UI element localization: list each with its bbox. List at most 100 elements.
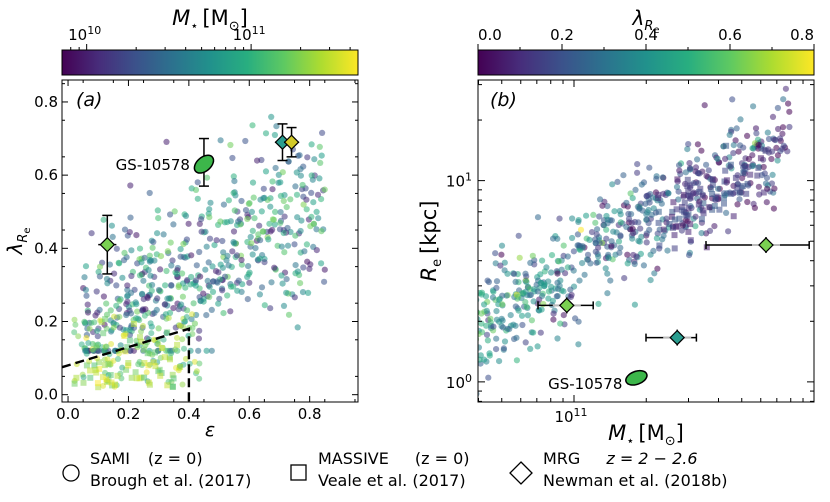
massive-point — [83, 362, 90, 369]
sami-point — [635, 237, 642, 244]
sami-point — [208, 347, 215, 354]
sami-point — [470, 356, 476, 362]
sami-point — [103, 300, 110, 307]
sami-point — [238, 256, 245, 264]
sami-point — [490, 323, 497, 330]
sami-point — [187, 281, 194, 288]
sami-point — [504, 325, 511, 332]
sami-point — [217, 218, 224, 225]
gs10578-label-a: GS-10578 — [116, 156, 190, 174]
sami-point — [303, 241, 310, 248]
sami-point — [503, 292, 510, 299]
sami-point — [560, 288, 567, 295]
colorbar-b-tick-label: 0.2 — [550, 26, 574, 44]
sami-point — [593, 231, 600, 238]
sami-point — [621, 275, 628, 282]
sami-point — [678, 227, 686, 234]
sami-point — [321, 186, 328, 193]
sami-point — [100, 293, 107, 300]
sami-point — [554, 279, 561, 286]
sami-point — [753, 130, 760, 137]
sami-point — [269, 216, 276, 223]
sami-point — [161, 301, 168, 308]
massive-point — [721, 194, 727, 201]
legend-massive-z: (z = 0) — [415, 449, 470, 468]
sami-point — [127, 214, 134, 221]
sami-point — [550, 310, 557, 317]
sami-point — [694, 141, 702, 148]
sami-point — [206, 235, 214, 242]
sami-point — [191, 358, 198, 365]
axes-a-xtick-label: 0.4 — [177, 405, 201, 423]
sami-point — [499, 301, 506, 308]
sami-point — [238, 261, 245, 268]
massive-point — [687, 237, 694, 244]
sami-point — [230, 189, 237, 197]
massive-point — [673, 223, 680, 230]
sami-point — [548, 269, 555, 276]
sami-point — [527, 259, 534, 266]
axes-a-xtick-label: 0.6 — [237, 405, 261, 423]
sami-point — [604, 203, 611, 210]
colorbar-b-label-main: λ — [631, 6, 644, 30]
sami-point — [116, 324, 123, 331]
sami-point — [639, 207, 646, 214]
sami-point — [143, 369, 150, 376]
sami-point — [189, 311, 195, 318]
sami-point — [596, 213, 603, 220]
massive-point — [755, 164, 762, 171]
legend-mrg-ref: Newman et al. (2018b) — [543, 471, 728, 490]
sami-point — [631, 301, 639, 308]
sami-point — [577, 226, 585, 233]
sami-point — [281, 213, 288, 220]
sami-point — [283, 204, 290, 211]
massive-point — [671, 216, 678, 223]
sami-point — [145, 267, 152, 274]
sami-point — [124, 293, 131, 300]
sami-point — [774, 152, 782, 159]
sami-point — [465, 305, 471, 311]
massive-point — [727, 161, 734, 168]
sami-point — [522, 270, 529, 277]
sami-point — [238, 197, 245, 205]
colorbar-a-label-close: ] — [240, 6, 248, 30]
sami-point — [624, 251, 631, 258]
massive-point — [93, 369, 100, 376]
sami-point — [478, 391, 480, 397]
sami-point — [128, 272, 135, 280]
massive-point — [94, 380, 101, 387]
sami-point — [230, 283, 237, 290]
sami-point — [469, 333, 475, 339]
sami-point — [303, 206, 310, 213]
axes-b-xlabel: M⋆ [M⊙] — [608, 421, 684, 449]
massive-point — [174, 341, 181, 348]
massive-point — [684, 176, 691, 183]
sami-point — [646, 164, 653, 171]
sami-point — [271, 131, 278, 139]
sami-point — [259, 228, 266, 235]
sami-point — [188, 316, 195, 323]
sami-point — [584, 256, 591, 263]
sami-point — [136, 272, 144, 279]
sami-point — [235, 218, 242, 225]
sami-point — [121, 226, 129, 233]
massive-point — [177, 364, 184, 370]
sami-point — [768, 155, 775, 163]
sami-point — [489, 294, 497, 301]
sami-point — [113, 302, 120, 309]
massive-point — [169, 383, 176, 390]
sami-point — [123, 311, 130, 319]
sami-point — [109, 233, 116, 240]
sami-point — [696, 170, 703, 177]
sami-point — [206, 214, 213, 221]
sami-point — [244, 296, 251, 303]
sami-point — [660, 232, 667, 239]
massive-point — [136, 375, 143, 382]
massive-point — [164, 329, 171, 336]
massive-point — [674, 176, 681, 183]
sami-point — [296, 152, 303, 159]
axes-a-ytick-label: 0.6 — [34, 166, 58, 184]
sami-point — [164, 248, 171, 255]
sami-point — [595, 300, 602, 307]
sami-point — [146, 189, 153, 197]
